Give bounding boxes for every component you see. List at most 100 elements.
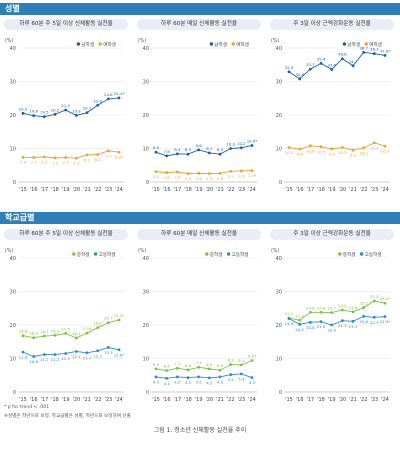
data-label: 8.3 [217,147,224,152]
x-tick-label: '22 [360,187,368,193]
y-tick-label: 0 [146,180,149,186]
data-label: 2.6 [196,176,203,181]
panel-title: 주 3일 이상 근력강화운동 실천율 [270,19,394,30]
data-label: 9.6 [196,143,203,148]
data-point [362,314,366,318]
x-tick-label: '19 [328,187,336,193]
panel-title: 하루 60분 매일 신체활동 실천율 [137,19,261,30]
data-label: 8.2 [95,157,102,162]
data-label: 8.1 [238,358,245,363]
y-tick-label: 40 [143,256,149,262]
data-label: 7.3 [31,160,38,165]
data-label: 4.3 [185,380,192,385]
data-point [250,169,254,173]
data-point [351,310,355,314]
data-point [340,319,344,323]
x-tick-label: '18 [317,187,325,193]
x-tick-label: '15 [152,187,160,193]
x-tick-label: '24 [115,397,123,403]
data-point [330,311,334,315]
legend-label: 중학생 [210,251,223,258]
x-tick-label: '19 [195,187,203,193]
y-tick-label: 0 [13,180,16,186]
series-line [155,170,253,175]
x-tick-label: '20 [338,397,346,403]
x-tick-label: '21 [216,397,224,403]
data-point [154,150,158,154]
legend-marker [98,42,102,46]
data-label: 10.9* [247,138,258,143]
data-point [32,156,36,159]
data-label: 23.8 [306,305,315,310]
data-point [319,62,323,65]
data-point [165,369,169,372]
x-tick-label: '19 [195,397,203,403]
data-label: 16.2 [29,331,38,336]
legend-marker [342,42,347,46]
data-point [340,57,344,61]
y-tick-label: 20 [10,323,16,329]
x-tick-label: '18 [184,397,192,403]
data-label: 23.7 [327,306,336,311]
data-point [154,375,158,379]
data-label: 9.8 [297,152,304,157]
data-label: 9.3 [105,153,112,158]
data-label: 4.1 [164,381,171,386]
legend-label: 중학생 [343,251,356,258]
data-label: 12.1 [72,354,81,359]
data-label: 7.5 [41,159,48,164]
data-label: 2.5 [185,176,192,181]
data-label: 7.4 [20,160,27,165]
data-label: 19.8 [29,109,38,114]
data-label: 16.1 [72,331,81,336]
y-tick-label: 20 [10,113,16,119]
x-tick-label: '18 [317,397,325,403]
data-point [340,308,344,312]
data-label: 20.7 [83,106,92,111]
y-tick-label: 30 [143,290,149,296]
x-tick-label: '15 [152,397,160,403]
data-point [298,77,302,81]
x-tick-label: '24 [248,397,256,403]
data-point [362,50,366,54]
legend-label: 남학생 [347,41,360,48]
data-point [42,155,46,159]
data-point [218,171,222,175]
x-tick-label: '17 [40,397,48,403]
data-point [64,352,68,355]
y-tick-label: 10 [143,147,149,153]
panel-title: 하루 60분 매일 신체활동 실천율 [137,229,261,240]
data-label: 7.8 [164,149,171,154]
data-point [175,152,179,156]
data-point [42,353,46,356]
data-label: 10.2 [237,141,246,146]
data-point [197,375,201,379]
data-point [218,375,222,379]
panel-title: 주 3일 이상 근력강화운동 실천율 [270,229,394,240]
data-label: 9.5 [350,153,357,158]
data-label: 9.4* [248,354,256,359]
data-point [351,319,355,323]
series-line [22,346,120,357]
line-chart: 0 10 20 30 40 (%) '15'16'17'18'19'20'21'22'23 '… [271,248,390,403]
x-tick-label: '19 [328,397,336,403]
section-label: 성별 [5,4,20,13]
data-label: 4.5 [217,379,224,384]
y-tick-label: 20 [276,323,282,329]
data-point [186,376,190,379]
data-point [106,97,110,101]
data-point [239,146,243,150]
legend-marker [93,252,98,256]
data-point [250,144,254,147]
data-point [308,67,312,71]
data-point [42,115,46,119]
legend-label: 여학생 [103,41,116,48]
data-point [85,111,89,115]
data-point [53,353,57,356]
data-point [32,114,36,118]
footnote-trend: * p for trend < .001 [4,405,50,410]
data-point [308,310,312,314]
y-tick-label: 0 [146,390,149,396]
data-point [53,112,57,116]
x-tick-label: '22 [360,397,368,403]
